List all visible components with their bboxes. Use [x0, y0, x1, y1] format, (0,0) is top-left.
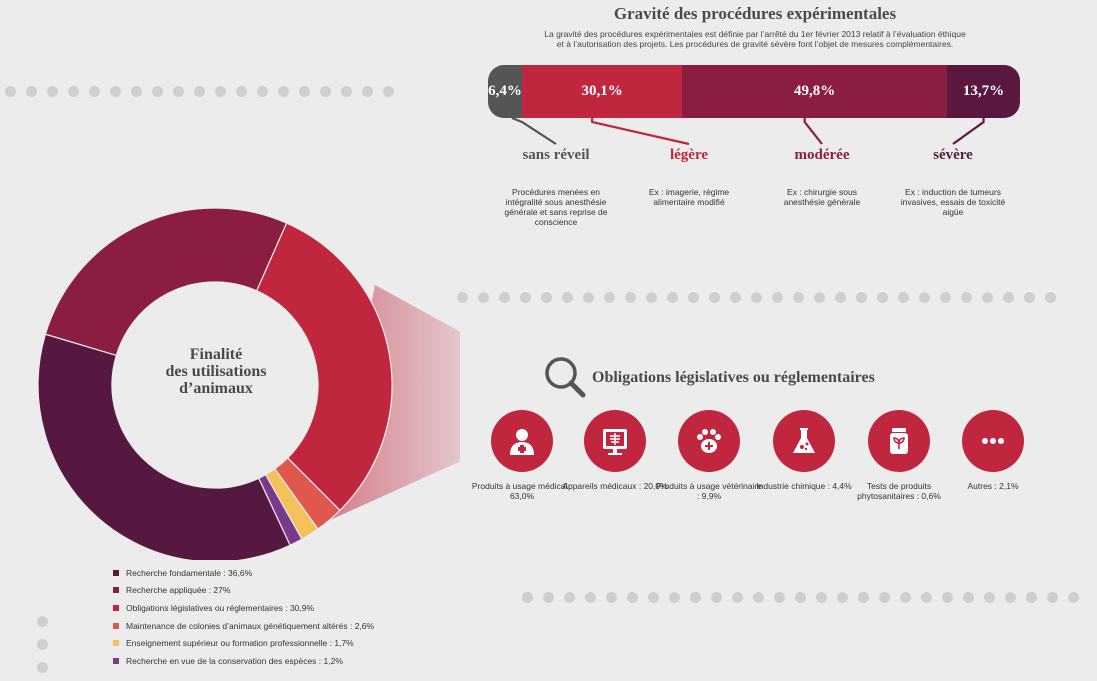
legend-item: Maintenance de colonies d’animaux généti…: [113, 617, 374, 635]
severity-note-2: Ex : imagerie, régime alimentaire modifi…: [648, 187, 730, 207]
legend-swatch: [113, 640, 119, 647]
magnifier-icon: [545, 357, 586, 398]
legend-item: Enseignement supérieur ou formation prof…: [113, 634, 374, 652]
legend-label: Recherche appliquée : 27%: [126, 585, 231, 596]
severity-segment-2: 30,1%: [522, 65, 683, 118]
dotted-divider-bottom-right: [522, 592, 1079, 603]
legend-label: Enseignement supérieur ou formation prof…: [126, 638, 354, 649]
dotted-divider-top-left: [5, 86, 394, 97]
severity-description: La gravité des procédures expérimentales…: [510, 29, 1000, 49]
severity-title: Gravité des procédures expérimentales: [613, 4, 897, 23]
obligation-item: Appareils médicaux : 20,0%: [560, 410, 670, 491]
legend-label: Recherche fondamentale : 36,6%: [126, 567, 253, 578]
xray-icon: [584, 410, 646, 472]
legend-item: Recherche appliquée : 27%: [113, 582, 374, 600]
severity-stacked-bar: 6,4% 30,1% 49,8% 13,7%: [488, 65, 1020, 118]
donut-title-line-2: des utilisations: [165, 363, 267, 380]
obligation-label: Tests de produits phytosanitaires : 0,6%: [857, 481, 941, 501]
ellipsis-icon: [962, 410, 1024, 472]
legend-label: Maintenance de colonies d’animaux généti…: [126, 620, 375, 631]
legend-item: Recherche fondamentale : 36,6%: [113, 564, 374, 582]
doctor-icon: [491, 410, 553, 472]
obligation-item: Produits à usage vétérinaire : 9,9%: [654, 410, 764, 501]
legend-label: Obligations législatives ou réglementair…: [126, 602, 315, 613]
obligation-item: Industrie chimique : 4,4%: [749, 410, 859, 491]
dotted-divider-bottom-left: [37, 616, 48, 673]
obligations-title: Obligations législatives ou réglementair…: [592, 369, 875, 386]
donut-hole: [112, 282, 318, 488]
severity-connector-2: [591, 118, 690, 146]
paw-icon: [678, 410, 740, 472]
severity-connector-1: [511, 116, 557, 145]
severity-note-4: Ex : induction de tumeurs invasives, ess…: [900, 187, 1006, 217]
severity-label-1: sans réveil: [522, 147, 590, 163]
severity-segment-4: 13,7%: [947, 65, 1020, 118]
obligation-label: Industrie chimique : 4,4%: [756, 481, 852, 491]
severity-connector-3: [803, 118, 823, 145]
plant-jar-icon: [868, 410, 930, 472]
obligation-label: Autres : 2,1%: [967, 481, 1019, 491]
legend-swatch: [113, 587, 119, 594]
severity-segment-1: 6,4%: [488, 65, 523, 118]
legend-swatch: [113, 657, 119, 664]
severity-label-3: modérée: [794, 147, 850, 163]
severity-description-line-2: et à l’autorisation des projets. Les pro…: [556, 39, 954, 49]
donut-slice-1: [37, 333, 291, 560]
donut-legend: Recherche fondamentale : 36,6% Recherche …: [113, 564, 374, 670]
severity-note-3: Ex : chirurgie sous anesthésie générale: [783, 187, 861, 207]
severity-label-4: sévère: [933, 147, 973, 163]
severity-connectors: [511, 116, 985, 146]
severity-label-2: légère: [669, 147, 709, 163]
severity-segment-3: 49,8%: [682, 65, 948, 118]
obligation-label: Produits à usage médical : 63,0%: [471, 481, 573, 501]
legend-item: Obligations législatives ou réglementair…: [113, 599, 374, 617]
obligation-item: Tests de produits phytosanitaires : 0,6%: [844, 410, 954, 501]
donut-center-title: Finalité des utilisations d’animaux: [130, 346, 302, 397]
severity-connector-4: [952, 118, 985, 145]
legend-swatch: [113, 569, 119, 576]
dotted-divider-middle-right: [457, 292, 1056, 303]
donut-chart: [37, 207, 460, 560]
legend-swatch: [113, 604, 119, 611]
severity-description-line-1: La gravité des procédures expérimentales…: [544, 29, 966, 39]
obligation-label: Produits à usage vétérinaire : 9,9%: [656, 481, 762, 501]
severity-note-1: Procédures menées en intégralité sous an…: [504, 187, 608, 227]
donut-title-line-3: d’animaux: [179, 380, 253, 397]
obligation-item: Produits à usage médical : 63,0%: [467, 410, 577, 501]
flask-icon: [773, 410, 835, 472]
obligation-item: Autres : 2,1%: [938, 410, 1048, 491]
obligation-label: Appareils médicaux : 20,0%: [562, 481, 668, 491]
legend-swatch: [113, 622, 119, 629]
donut-title-line-1: Finalité: [189, 346, 243, 363]
legend-label: Recherche en vue de la conservation des …: [126, 655, 343, 666]
legend-item: Recherche en vue de la conservation des …: [113, 652, 374, 670]
